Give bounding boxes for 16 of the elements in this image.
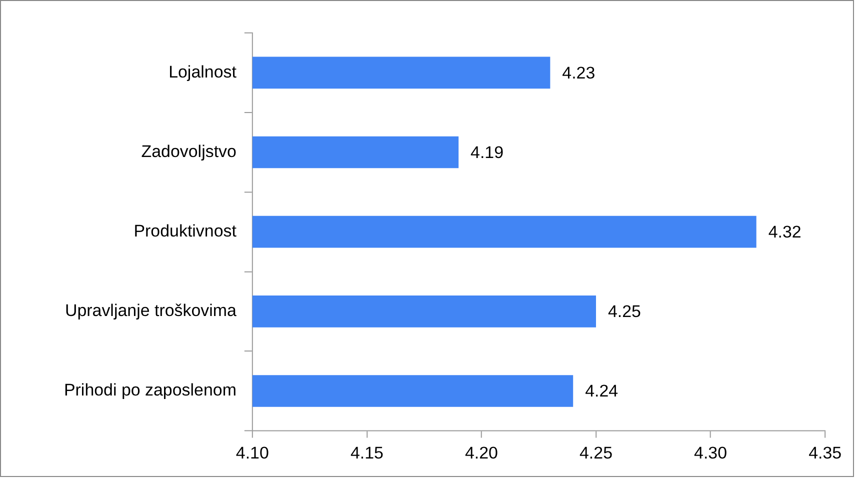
data-label: 4.19 (470, 142, 504, 162)
data-label: 4.23 (562, 63, 596, 82)
data-label: 4.25 (608, 302, 641, 322)
x-tick-label: 4.15 (350, 444, 384, 463)
y-tick-label: Prihodi po zaposlenom (64, 380, 236, 400)
x-tick-label: 4.35 (808, 444, 842, 463)
data-label: 4.32 (768, 222, 802, 242)
x-tick-label: 4.25 (580, 444, 613, 463)
y-tick-label: Zadovoljstvo (141, 142, 236, 161)
y-tick-label: Produktivnost (134, 222, 237, 240)
y-tick-label: Upravljanje troškovima (64, 301, 238, 320)
x-tick-label: 4.20 (464, 444, 498, 463)
data-label: 4.24 (585, 382, 618, 401)
y-tick-label: Lojalnost (168, 62, 237, 82)
x-tick-label: 4.30 (694, 444, 728, 463)
x-tick-label: 4.10 (236, 444, 269, 463)
